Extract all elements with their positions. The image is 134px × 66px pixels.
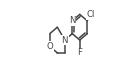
Text: Cl: Cl — [87, 10, 95, 19]
Text: F: F — [77, 48, 82, 57]
Text: N: N — [69, 16, 76, 25]
Text: N: N — [62, 36, 68, 45]
Text: O: O — [46, 42, 53, 51]
